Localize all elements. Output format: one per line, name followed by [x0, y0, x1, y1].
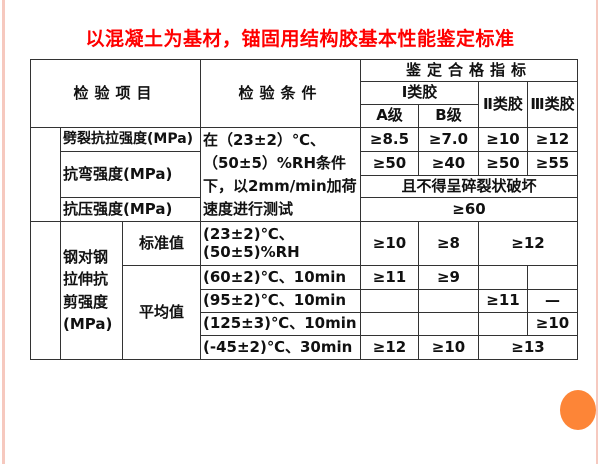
header-class3: Ⅲ类胶	[527, 81, 578, 128]
value-cell: ≥50	[360, 151, 419, 176]
bending-label: 抗弯强度(MPa)	[60, 151, 201, 198]
header-class2: Ⅱ类胶	[478, 81, 528, 128]
condition-line: (23±2)℃、	[203, 225, 294, 244]
value-cell: ≥10	[527, 312, 578, 336]
page-title: 以混凝土为基材，锚固用结构胶基本性能鉴定标准	[85, 28, 515, 50]
value-cell	[360, 289, 419, 313]
value-cell: ≥12	[478, 221, 578, 266]
condition-line: 速度进行测试	[203, 199, 294, 218]
condition-line: （50±5）%RH条件	[203, 153, 347, 172]
shear-label: 钢对钢拉伸抗剪强度(MPa)	[60, 221, 123, 360]
value-cell: ≥40	[418, 151, 479, 176]
value-cell: ≥12	[360, 335, 419, 360]
standard-condition: (23±2)℃、 (50±5)%RH	[200, 221, 361, 266]
value-cell: ≥9	[418, 265, 479, 290]
value-cell: ≥50	[478, 151, 528, 176]
value-cell: ≥10	[418, 335, 479, 360]
header-condition: 检验条件	[200, 59, 361, 128]
group2-blank	[30, 221, 61, 360]
value-cell: ≥11	[360, 265, 419, 290]
value-cell	[478, 312, 528, 336]
value-cell	[478, 265, 528, 290]
group1-condition: 在（23±2）℃、 （50±5）%RH条件 下，以2mm/min加荷 速度进行测…	[200, 127, 361, 222]
value-cell: ≥12	[527, 127, 578, 152]
standard-label: 标准值	[122, 221, 201, 266]
value-cell: ≥11	[478, 289, 528, 313]
value-cell	[418, 289, 479, 313]
average-condition: (125±3)℃、10min	[200, 312, 361, 336]
slide-border-right	[596, 0, 598, 464]
average-label: 平均值	[122, 265, 201, 360]
header-item: 检验项目	[30, 59, 201, 128]
value-cell	[360, 312, 419, 336]
condition-line: 下，以2mm/min加荷	[203, 176, 357, 195]
header-grade-a: A级	[360, 104, 419, 128]
decorative-orange-circle	[560, 390, 596, 430]
average-condition: (95±2)℃、10min	[200, 289, 361, 313]
condition-line: (50±5)%RH	[203, 242, 300, 261]
header-criteria: 鉴定合格指标	[360, 59, 578, 82]
compress-label: 抗压强度(MPa)	[60, 197, 201, 222]
bending-note: 且不得呈碎裂状破坏	[360, 175, 578, 198]
compress-value: ≥60	[360, 197, 578, 222]
header-grade-b: B级	[418, 104, 479, 128]
value-cell: ≥8.5	[360, 127, 419, 152]
standard-table: 检验项目 检验条件 鉴定合格指标 Ⅰ类胶 Ⅱ类胶 Ⅲ类胶 A级 B级 劈裂抗拉强…	[30, 59, 578, 360]
value-cell: ≥7.0	[418, 127, 479, 152]
slide-border-left	[2, 0, 5, 464]
value-cell: ≥10	[478, 127, 528, 152]
value-cell	[527, 265, 578, 290]
value-cell: ≥10	[360, 221, 419, 266]
group1-blank	[30, 127, 61, 222]
value-cell: ≥8	[418, 221, 479, 266]
value-cell	[418, 312, 479, 336]
value-cell: —	[527, 289, 578, 313]
condition-line: 在（23±2）℃、	[203, 130, 326, 149]
value-cell: ≥13	[478, 335, 578, 360]
average-condition: (-45±2)℃、30min	[200, 335, 361, 360]
value-cell: ≥55	[527, 151, 578, 176]
average-condition: (60±2)℃、10min	[200, 265, 361, 290]
header-class1: Ⅰ类胶	[360, 81, 479, 105]
split-label: 劈裂抗拉强度(MPa)	[60, 127, 201, 152]
